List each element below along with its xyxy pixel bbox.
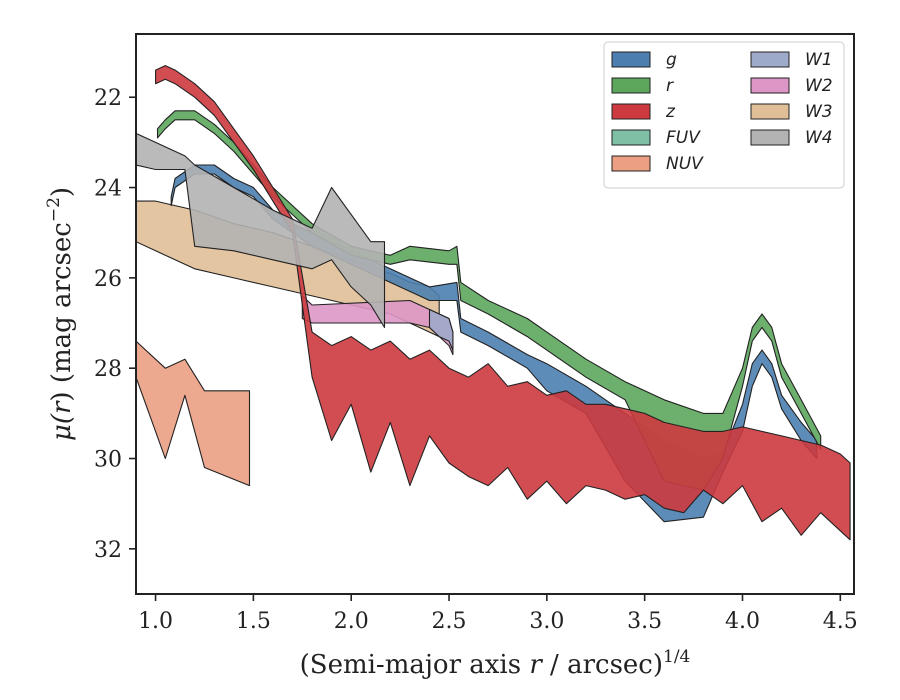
- legend-swatch-g: [611, 51, 651, 68]
- x-tick-label: 2.5: [432, 609, 467, 634]
- y-tick-label: 22: [94, 86, 122, 111]
- legend-label-w1: W1: [805, 50, 833, 70]
- y-tick-label: 26: [94, 267, 122, 292]
- legend-swatch-w1: [750, 51, 790, 68]
- legend-label-nuv: NUV: [666, 154, 704, 174]
- axes-frame: [135, 33, 855, 595]
- legend-label-g: g: [666, 50, 677, 70]
- x-tick-label: 1.5: [236, 609, 271, 634]
- legend-swatch-fuv: [611, 129, 651, 146]
- y-axis-label: μ(r) (mag arcsec−2): [44, 187, 77, 441]
- legend-swatch-z: [611, 103, 651, 120]
- legend-swatch-nuv: [611, 155, 651, 172]
- x-tick-label: 3.5: [627, 609, 662, 634]
- band-w4: [136, 132, 386, 329]
- band-w1: [428, 308, 454, 351]
- legend-label-fuv: FUV: [666, 128, 701, 148]
- legend-swatch-r: [611, 77, 651, 94]
- x-tick-label: 2.0: [334, 609, 369, 634]
- legend: grz FUV NUV W1 W2 W3 W4: [603, 41, 845, 189]
- band-w2: [301, 295, 454, 356]
- legend-label-z: z: [665, 102, 676, 122]
- y-tick-label: 32: [94, 538, 122, 563]
- x-tick-label: 4.5: [823, 609, 858, 634]
- x-tick-label: 4.0: [725, 609, 760, 634]
- legend-swatch-w2: [750, 77, 790, 94]
- legend-label-r: r: [666, 76, 674, 96]
- y-tick-label: 24: [94, 177, 122, 202]
- y-tick-label: 30: [94, 448, 122, 473]
- legend-label-w3: W3: [805, 102, 833, 122]
- x-tick-label: 3.0: [529, 609, 564, 634]
- legend-label-w4: W4: [805, 128, 833, 148]
- y-axis: 22 24 26 28 30 32: [94, 86, 136, 563]
- legend-swatch-w4: [750, 129, 790, 146]
- legend-label-w2: W2: [805, 76, 833, 96]
- x-tick-label: 1.0: [138, 609, 173, 634]
- x-axis: 1.0 1.5 2.0 2.5 3.0 3.5 4.0 4.5: [138, 594, 858, 634]
- plot-area: [136, 65, 851, 541]
- x-axis-label: (Semi-major axis r / arcsec)1/4: [300, 647, 691, 680]
- y-tick-label: 28: [94, 357, 122, 382]
- legend-swatch-w3: [750, 103, 790, 120]
- band-nuv: [136, 340, 251, 487]
- band-z: [155, 65, 851, 541]
